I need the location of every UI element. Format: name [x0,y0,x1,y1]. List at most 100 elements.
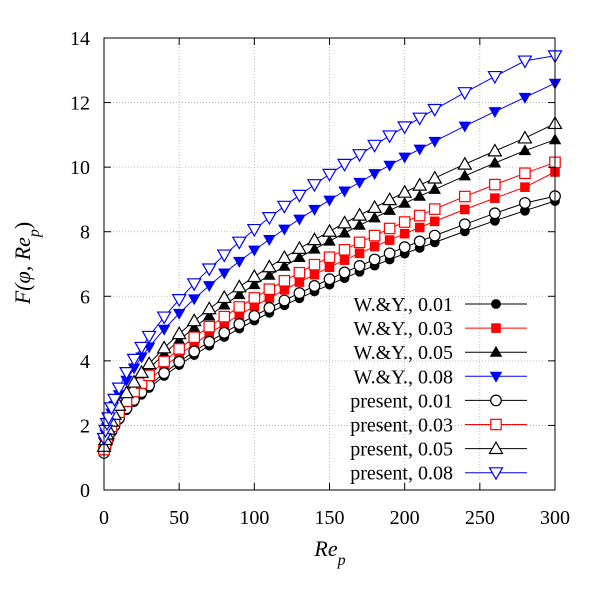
data-point [428,229,441,242]
data-point [293,287,306,299]
y-axis-label-sub: p [26,229,43,238]
y-tick-label: 8 [80,222,90,244]
data-point [517,55,533,69]
data-point [156,340,172,354]
data-point [158,367,171,380]
data-point [278,259,291,271]
data-point [353,236,366,249]
data-point [233,318,246,330]
data-point [458,218,471,231]
data-point [428,203,441,215]
x-axis-label: Rep [313,536,345,569]
data-point [490,193,500,203]
data-point [519,167,531,180]
x-tick-label: 100 [239,507,269,529]
data-point [323,234,336,246]
legend-label: W.&Y., 0.08 [354,366,453,388]
data-point [427,103,443,118]
data-point [293,251,306,263]
data-point [488,467,504,481]
data-point [216,289,232,304]
data-point [321,168,338,182]
data-point [119,385,135,399]
data-point [487,70,503,85]
data-point [367,139,383,153]
data-point [321,223,338,237]
data-point [201,301,217,315]
data-point [489,178,501,191]
data-point [397,121,413,135]
data-point [520,182,530,192]
data-point [368,253,381,266]
legend-label: W.&Y., 0.05 [354,342,453,364]
data-point [323,251,336,264]
data-point [336,158,353,172]
data-point [383,247,396,260]
data-point [488,207,501,220]
data-point [248,292,261,304]
data-point [308,204,321,216]
x-tick-label: 0 [99,507,109,529]
y-tick-label: 2 [80,415,90,437]
data-point [352,149,368,163]
data-point [172,308,186,320]
data-point [398,196,411,208]
data-point [231,279,247,293]
x-axis-label-main: Re [313,536,337,561]
data-point [291,189,307,203]
legend: W.&Y., 0.01W.&Y., 0.03W.&Y., 0.05W.&Y., … [350,294,527,485]
legend-item: W.&Y., 0.03 [354,318,527,340]
data-point [488,107,502,119]
data-point [382,192,398,206]
data-point [233,288,246,300]
data-point [202,281,216,293]
data-point [201,263,217,277]
data-point [352,207,368,221]
data-point [126,353,142,367]
legend-label: present, 0.01 [350,390,453,412]
data-point [427,170,443,184]
y-axis-label: F(φ, Rep) [10,222,43,305]
data-point [368,229,381,242]
y-axis-label-close: ) [10,222,35,229]
legend-item: present, 0.03 [350,415,527,437]
data-point [278,274,291,287]
data-point [338,186,351,198]
data-point [134,341,150,356]
data-point [278,224,291,236]
data-point [202,309,216,321]
data-point [412,177,428,191]
data-point [490,418,502,431]
data-point [491,299,501,309]
legend-item: present, 0.08 [350,463,527,485]
data-point [233,256,246,268]
y-axis-label-main: F(φ, Re [10,237,35,305]
legend-item: W.&Y., 0.08 [354,366,527,388]
data-point [489,345,503,357]
legend-label: present, 0.05 [350,439,453,461]
data-point [460,204,470,215]
x-axis-label-sub: p [337,552,346,569]
data-point [173,343,185,355]
legend-item: W.&Y., 0.05 [354,342,527,364]
data-point [248,245,261,257]
data-point [324,262,335,273]
data-point [458,169,472,181]
data-point [308,280,321,292]
data-point [218,310,231,323]
data-point [428,136,441,148]
data-point [382,130,398,144]
data-point [188,345,201,358]
data-point [158,355,170,368]
data-point [186,278,202,292]
data-point [489,371,503,383]
axis-ticks: 0 50 100 150 200 250 300 0 2 4 6 8 10 12 14 [70,28,570,529]
data-point [383,222,396,235]
data-point [488,440,504,455]
data-point [188,331,200,344]
data-point [278,294,291,307]
data-point [126,374,142,388]
legend-item: W.&Y., 0.01 [354,294,527,316]
data-point [263,283,276,295]
